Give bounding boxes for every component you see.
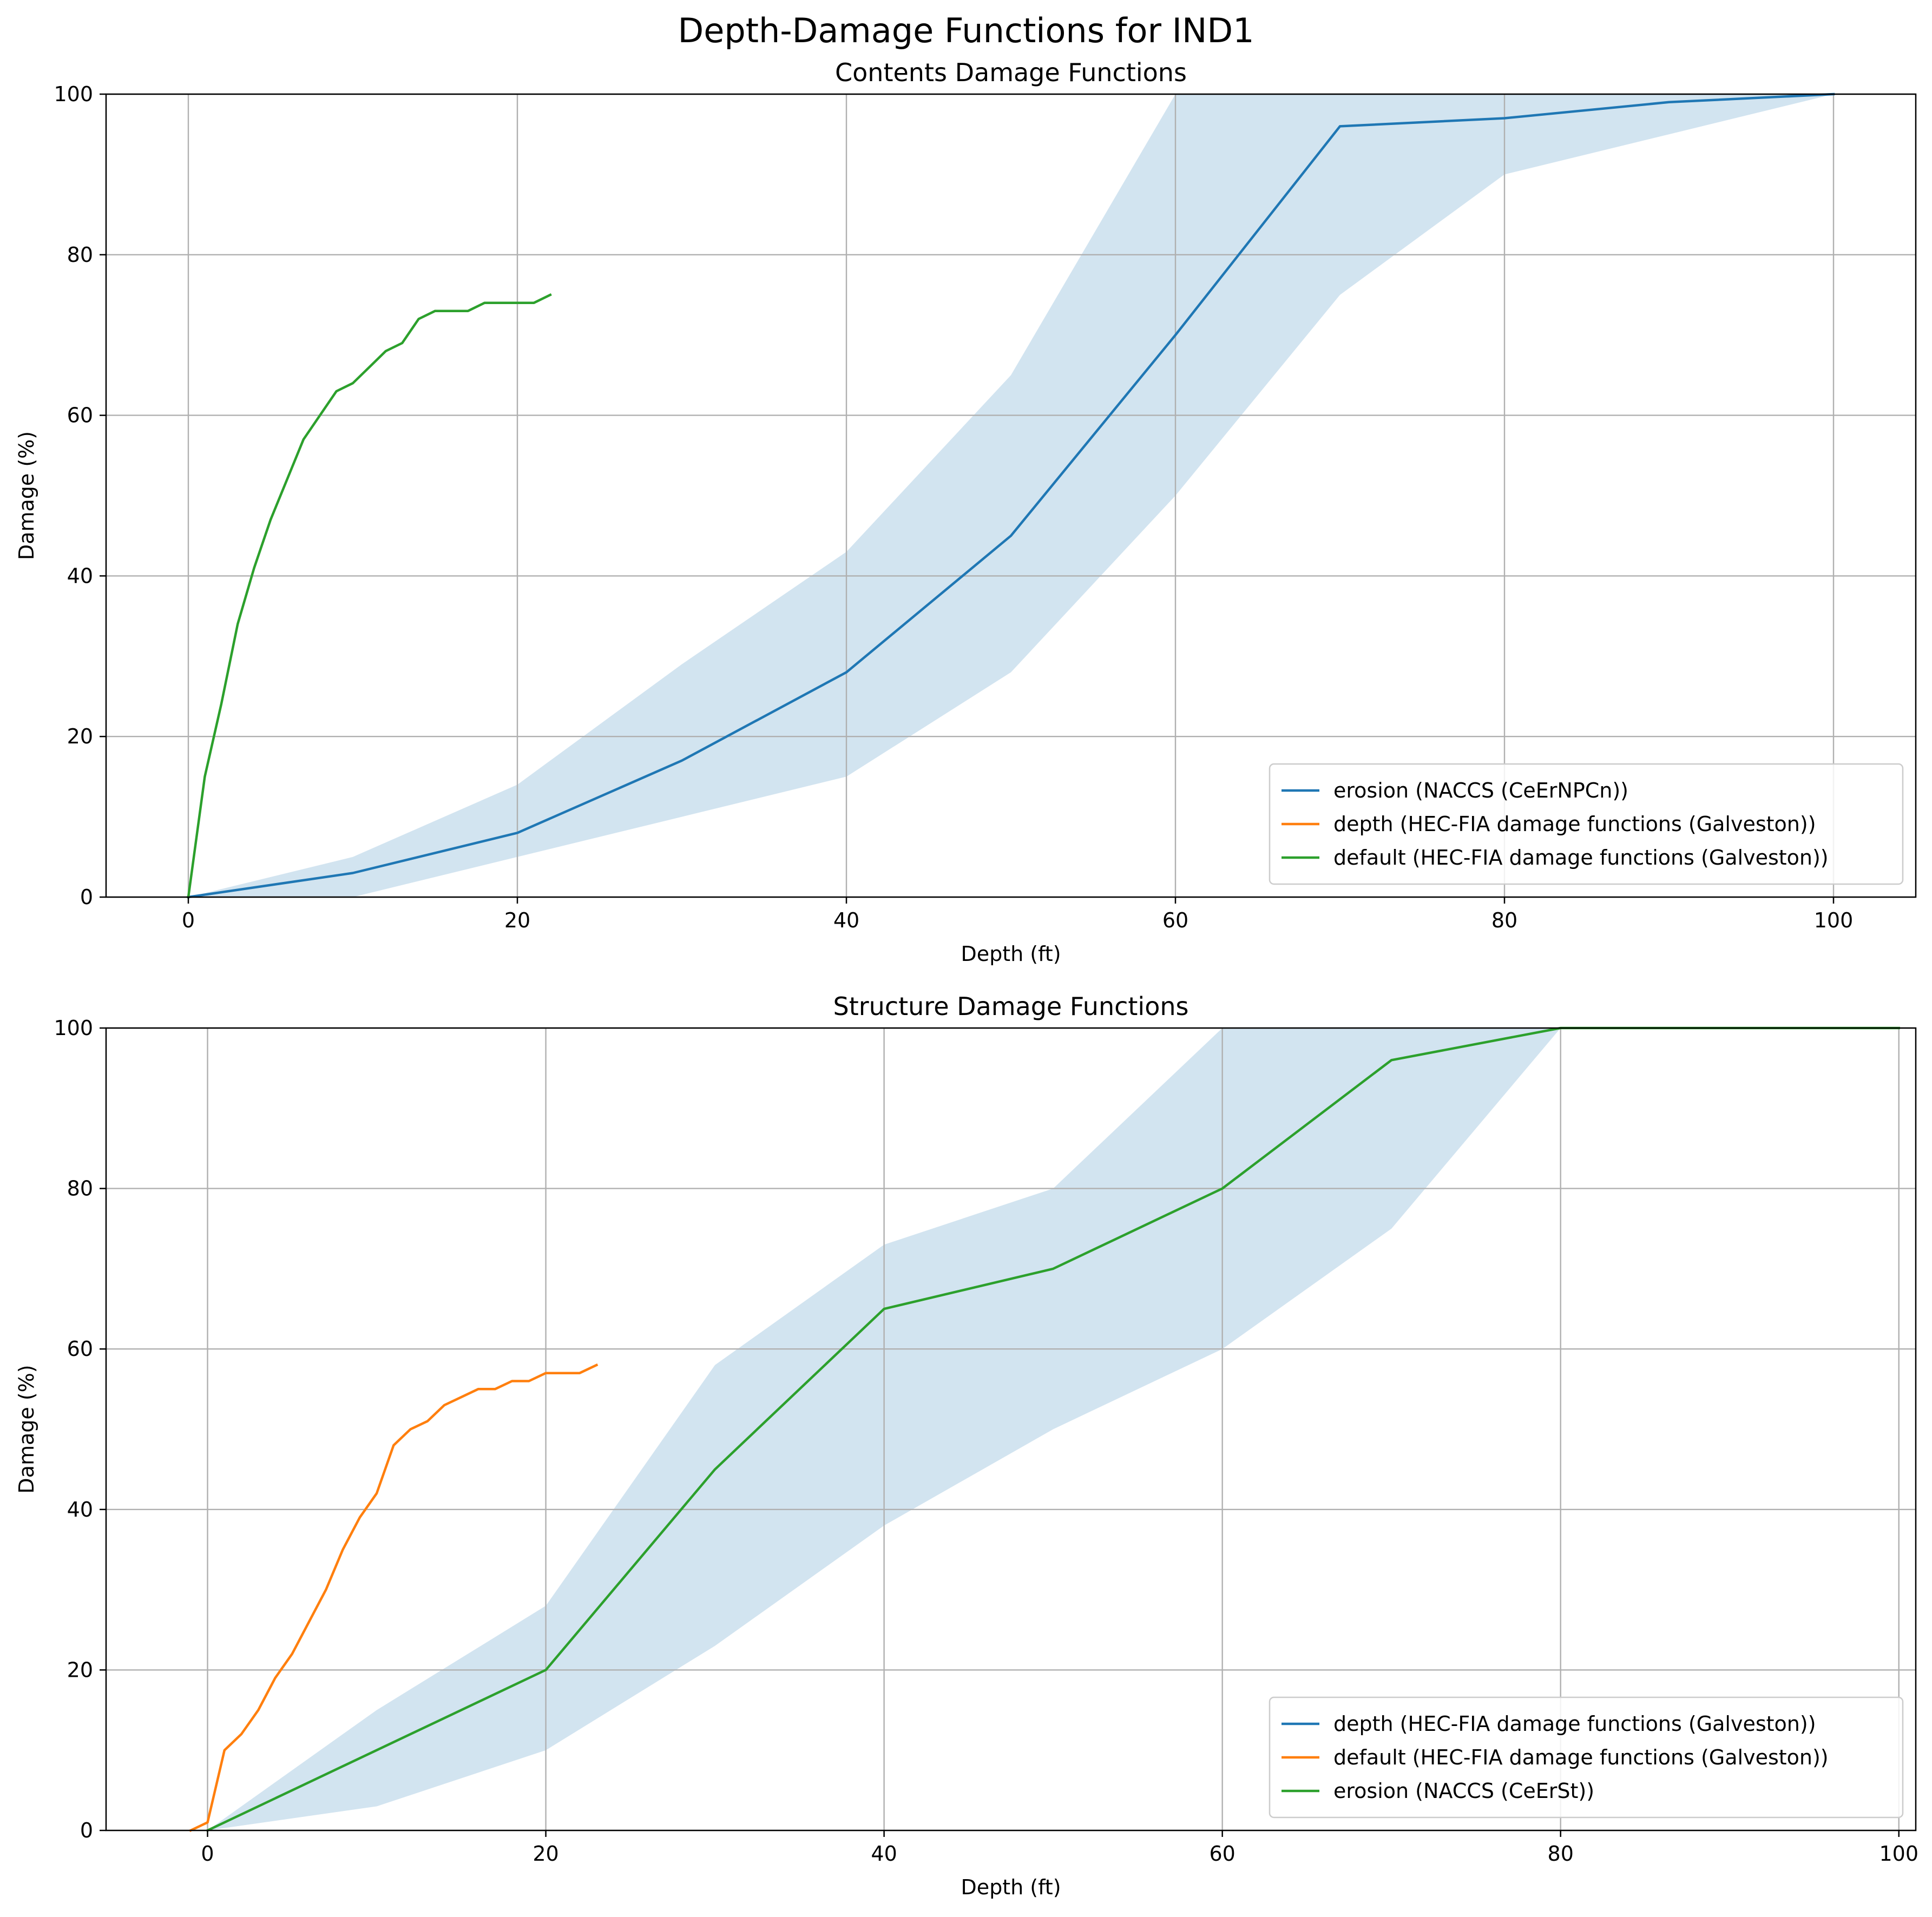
chart-title: Contents Damage Functions [835,58,1187,87]
legend-label: default (HEC-FIA damage functions (Galve… [1333,1745,1829,1769]
contents-damage-chart: 0 20 40 60 80 100 0 20 40 60 80 100 Contents Damage … [15,58,1917,966]
legend: depth (HEC-FIA damage functions (Galvest… [1269,1696,1904,1819]
series-line-orange [189,1363,599,1832]
y-tick-label: 40 [67,564,93,588]
x-tick-label: 20 [533,1842,558,1866]
x-tick-label: 100 [1879,1842,1918,1866]
x-axis-label: Depth (ft) [961,1875,1061,1899]
y-tick-label: 100 [54,82,93,106]
x-tick-label: 60 [1209,1842,1235,1866]
x-tick-label: 0 [182,908,195,932]
y-tick-label: 40 [67,1498,93,1521]
y-tick-label: 20 [67,1658,93,1682]
plot-frame [105,93,1917,898]
x-axis-label: Depth (ft) [961,942,1061,966]
legend-label: default (HEC-FIA damage functions (Galve… [1333,846,1829,869]
y-tick-label: 20 [67,724,93,748]
legend-label: depth (HEC-FIA damage functions (Galvest… [1333,812,1816,836]
y-tick-label: 100 [54,1016,93,1040]
x-tick-label: 40 [833,908,859,932]
legend: erosion (NACCS (CeErNPCn)) depth (HEC-FIA… [1269,763,1904,885]
legend-box [1269,763,1904,885]
series-line-blue [187,93,1835,899]
uncertainty-band [188,94,1834,897]
x-tick-label: 0 [201,1842,214,1866]
y-tick-label: 0 [80,1819,93,1842]
y-tick-label: 80 [67,1177,93,1201]
x-tick-label: 80 [1491,908,1517,932]
uncertainty-band [207,1028,1899,1830]
legend-box [1269,1696,1904,1819]
y-tick-label: 80 [67,243,93,267]
legend-label: erosion (NACCS (CeErSt)) [1333,1779,1594,1803]
series-line-green [187,293,552,899]
legend-label: erosion (NACCS (CeErNPCn)) [1333,779,1628,802]
x-tick-label: 80 [1548,1842,1574,1866]
legend-label: depth (HEC-FIA damage functions (Galvest… [1333,1712,1816,1736]
y-tick-label: 60 [67,1337,93,1361]
y-tick-label: 60 [67,404,93,427]
x-tick-label: 60 [1162,908,1188,932]
x-tick-label: 20 [504,908,530,932]
y-tick-label: 0 [80,885,93,909]
x-tick-label: 40 [871,1842,897,1866]
y-axis-label: Damage (%) [15,431,38,560]
structure-damage-chart: 0 20 40 60 80 100 0 20 40 60 80 100 Structure Damage… [15,992,1918,1899]
figure-title: Depth-Damage Functions for IND1 [678,11,1254,50]
plot-frame [105,1027,1917,1832]
x-tick-label: 100 [1814,908,1854,932]
y-axis-label: Damage (%) [15,1365,38,1493]
chart-title: Structure Damage Functions [833,992,1189,1021]
